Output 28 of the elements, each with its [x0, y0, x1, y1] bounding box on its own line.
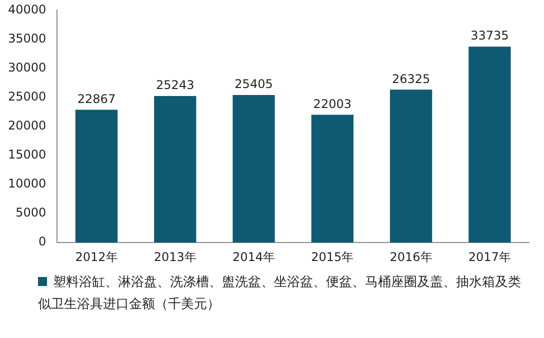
bar: [75, 110, 118, 243]
y-tick-label: 5000: [16, 206, 46, 220]
y-tick-label: 40000: [8, 2, 46, 16]
data-label: 25243: [156, 78, 194, 92]
y-tick-label: 35000: [8, 31, 46, 46]
legend-label: 塑料浴缸、淋浴盘、洗涤槽、盥洗盆、坐浴盆、便盆、马桶座圈及盖、抽水箱及类似卫生浴具进口金额（千美元）: [38, 274, 522, 314]
bar: [154, 96, 196, 243]
x-tick-label: 2015年: [311, 250, 354, 264]
data-label: 25405: [234, 77, 273, 92]
y-tick-label: 25000: [8, 89, 46, 104]
y-tick-label: 30000: [8, 60, 46, 74]
bar: [232, 94, 275, 243]
y-tick-label: 20000: [8, 118, 46, 133]
bar: [311, 114, 354, 243]
x-tick-label: 2014年: [232, 250, 276, 264]
x-tick-label: 2012年: [75, 250, 118, 264]
data-label: 22003: [313, 96, 352, 111]
bar: [390, 90, 432, 243]
y-tick-label: 10000: [8, 176, 46, 191]
x-tick-label: 2016年: [390, 250, 432, 264]
data-label: 33735: [470, 28, 509, 43]
bar: [468, 46, 511, 243]
x-tick-label: 2017年: [468, 250, 511, 264]
x-tick-label: 2013年: [154, 250, 196, 264]
y-tick-label: 0: [38, 234, 46, 249]
data-label: 22867: [77, 92, 116, 106]
y-tick-label: 15000: [8, 148, 46, 162]
data-label: 26325: [392, 72, 430, 86]
